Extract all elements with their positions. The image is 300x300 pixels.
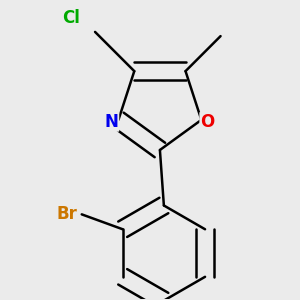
Text: Cl: Cl xyxy=(62,9,80,27)
Text: Br: Br xyxy=(57,205,78,223)
Text: O: O xyxy=(200,113,214,131)
Text: N: N xyxy=(105,113,118,131)
